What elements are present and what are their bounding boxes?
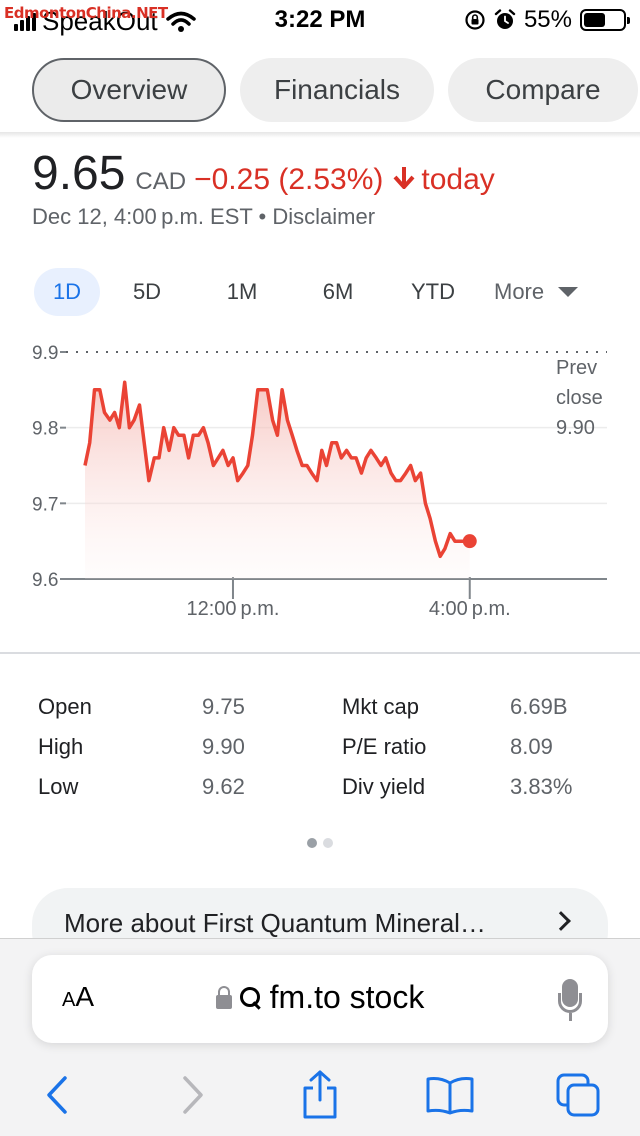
wifi-icon	[165, 11, 196, 32]
prev-close-label: 9.90	[556, 417, 595, 439]
tabs-button[interactable]	[548, 1065, 608, 1125]
x-tick-label: 12:00 p.m.	[187, 598, 280, 620]
tab-overview[interactable]: Overview	[32, 58, 226, 122]
tab-financials[interactable]: Financials	[240, 58, 434, 122]
signal-icon	[14, 12, 36, 31]
stats-table: Open 9.75 Mkt cap 6.69B High 9.90 P/E ra…	[38, 690, 598, 810]
text-size-button[interactable]: AA	[62, 981, 94, 1013]
pager-dots[interactable]	[0, 838, 640, 848]
battery-level	[584, 13, 605, 27]
address-bar[interactable]: AA fm.to stock	[32, 955, 608, 1043]
url-display[interactable]: fm.to stock	[32, 979, 608, 1016]
divider	[0, 652, 640, 654]
stat-value: 9.62	[202, 774, 245, 799]
y-tick-label: 9.9	[32, 343, 58, 364]
back-button[interactable]	[28, 1065, 88, 1125]
quote-timestamp[interactable]: Dec 12, 4:00 p.m. EST • Disclaimer	[32, 204, 376, 229]
prev-close-label: Prev	[556, 357, 597, 379]
stat-label: Mkt cap	[342, 694, 420, 719]
search-icon	[239, 986, 262, 1009]
stat-value: 9.90	[202, 734, 245, 759]
microphone-stand	[558, 993, 582, 1013]
price-change: −0.25 (2.53%)	[194, 163, 384, 196]
stat-label: Low	[38, 774, 79, 799]
stat-value: 9.75	[202, 694, 245, 719]
price-header: 9.65 CAD −0.25 (2.53%) today	[32, 146, 495, 201]
currency: CAD	[135, 168, 187, 195]
range-selector: 1D 5D 1M 6M YTD More	[34, 268, 584, 316]
watermark: EdmontonChina.NET	[4, 4, 168, 22]
lock-icon	[215, 985, 232, 1009]
battery-icon	[580, 9, 630, 31]
pager-dot[interactable]	[307, 838, 317, 848]
stat-label: High	[38, 734, 84, 759]
share-button[interactable]	[290, 1065, 350, 1125]
carrier: SpeakOut	[14, 6, 196, 37]
chart-area-fill	[85, 382, 470, 579]
stat-value: 8.09	[510, 734, 553, 759]
stat-row: High 9.90 P/E ratio 8.09	[38, 730, 598, 770]
orientation-lock-icon	[465, 10, 485, 30]
stat-label: Div yield	[342, 774, 426, 799]
browser-toolbar	[0, 1065, 640, 1125]
forward-icon	[183, 1076, 203, 1114]
tabs-icon	[556, 1073, 600, 1117]
y-tick-label: 9.6	[32, 570, 58, 591]
prev-close-label: close	[556, 387, 603, 409]
stat-value: 3.83%	[510, 774, 573, 799]
stat-label: Open	[38, 694, 92, 719]
aa-large: A	[75, 981, 95, 1012]
price: 9.65	[32, 147, 126, 200]
arrow-down-icon	[393, 167, 415, 189]
range-more-dropdown[interactable]: More	[480, 268, 584, 316]
share-icon	[303, 1070, 337, 1119]
stat-row: Open 9.75 Mkt cap 6.69B	[38, 690, 598, 730]
range-5d[interactable]: 5D	[132, 279, 162, 304]
range-6m[interactable]: 6M	[322, 279, 354, 304]
bookmarks-icon	[426, 1077, 474, 1115]
carrier-name: SpeakOut	[42, 6, 158, 36]
range-more-label: More	[494, 279, 545, 304]
chevron-right-icon	[551, 911, 571, 931]
status-time: 3:22 PM	[274, 6, 366, 33]
stat-value: 6.69B	[510, 694, 568, 719]
tab-compare[interactable]: Compare	[448, 58, 638, 122]
forward-button[interactable]	[162, 1065, 222, 1125]
y-tick-label: 9.8	[32, 419, 58, 440]
alarm-icon	[494, 9, 516, 29]
back-icon	[47, 1076, 67, 1114]
range-ytd[interactable]: YTD	[411, 279, 455, 304]
status-bar: SpeakOut EdmontonChina.NET 3:22 PM 55%	[0, 0, 640, 40]
change-period: today	[421, 163, 495, 196]
aa-small: A	[62, 989, 76, 1011]
price-chart[interactable]: 9.9 9.8 9.7 9.6 Prev close 9.90 12:00 p.m. 4:00 …	[0, 330, 640, 630]
caret-down-icon	[558, 287, 579, 297]
battery-percent: 55%	[523, 6, 572, 33]
range-1m[interactable]: 1M	[226, 279, 258, 304]
pager-dot[interactable]	[323, 838, 333, 848]
tab-bar: Overview Financials Compare	[32, 58, 638, 122]
range-1d[interactable]: 1D	[34, 268, 100, 316]
more-about-label: More about First Quantum Mineral…	[64, 908, 486, 938]
status-right: 55%	[464, 6, 630, 34]
last-price-marker	[462, 534, 477, 549]
chart-series-line	[83, 380, 470, 559]
x-tick-label: 4:00 p.m.	[429, 598, 511, 620]
tab-bar-shadow	[0, 132, 640, 138]
bookmarks-button[interactable]	[420, 1065, 480, 1125]
y-tick-label: 9.7	[32, 494, 58, 515]
microphone-base	[569, 1013, 572, 1021]
stat-row: Low 9.62 Div yield 3.83%	[38, 770, 598, 810]
stat-label: P/E ratio	[342, 734, 427, 759]
url-text: fm.to stock	[269, 979, 425, 1015]
browser-bottom-bar: AA fm.to stock	[0, 938, 640, 1136]
